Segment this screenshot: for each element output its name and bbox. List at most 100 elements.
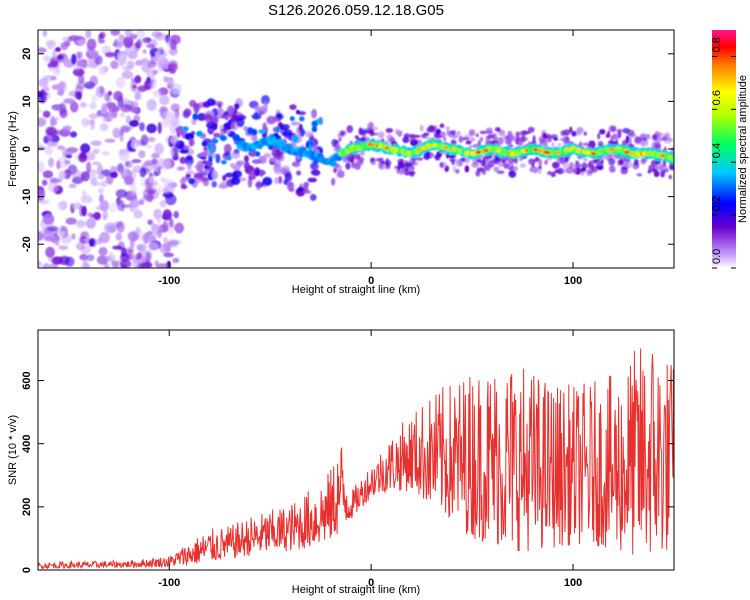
spectrogram-blob xyxy=(57,156,69,169)
spectrogram-blob xyxy=(139,122,145,132)
spectrogram-blob xyxy=(38,199,50,205)
spectrogram-blob xyxy=(38,145,46,151)
spectrogram-blob xyxy=(98,246,108,256)
spectrogram-blob xyxy=(576,148,581,152)
spectrogram-blob xyxy=(167,226,175,234)
spectrogram-blob xyxy=(522,130,528,136)
spectrogram-blob xyxy=(514,165,518,172)
spectrogram-blob xyxy=(126,253,132,261)
spectrogram-blob xyxy=(104,51,116,58)
spectrogram-blob xyxy=(142,49,147,54)
spectrogram-blob xyxy=(628,137,632,145)
spectrogram-blob xyxy=(452,148,457,152)
spectrogram-blob xyxy=(554,169,562,174)
spectrogram-blob xyxy=(47,180,59,193)
spectrogram-blob xyxy=(215,101,224,107)
spectrogram-blob xyxy=(553,137,558,141)
spectrogram-blob xyxy=(179,156,187,164)
spectrogram-blob xyxy=(57,201,67,211)
spectrogram-blob xyxy=(158,57,170,70)
spectrogram-blob xyxy=(487,134,495,139)
spectrogram-blob xyxy=(196,130,204,137)
snr-ticks: -100 0 100 0 200 400 600 xyxy=(21,330,674,589)
spectrogram-blob xyxy=(609,147,615,151)
spectrogram-blob xyxy=(127,230,140,242)
snr-frame xyxy=(37,329,675,571)
spectrogram-blob xyxy=(170,83,182,95)
snr-xtick-label: 0 xyxy=(368,577,374,589)
spectrogram-blob xyxy=(307,177,318,183)
spectrogram-blob xyxy=(120,264,127,268)
spectrogram-blob xyxy=(309,193,317,201)
spectrogram-blob xyxy=(624,150,630,154)
spectrogram-blob xyxy=(607,130,611,138)
spectrogram-blob xyxy=(221,160,227,165)
spectrogram-blob xyxy=(203,145,208,151)
spectrogram-blob xyxy=(468,129,476,137)
spectrogram-blob xyxy=(68,183,77,189)
spectrogram-blob xyxy=(140,134,149,147)
spectrogram-blob xyxy=(106,102,117,107)
spectrogram-blob xyxy=(99,123,109,132)
spectrogram-blob xyxy=(124,30,133,38)
spectrogram-blob xyxy=(585,150,591,155)
snr-ytick-label: 0 xyxy=(21,567,33,573)
spectrogram-blob xyxy=(519,163,527,168)
spectrogram-blob xyxy=(223,122,233,131)
spectrogram-blob xyxy=(354,135,359,140)
spectrogram-blob xyxy=(394,165,398,170)
spectrogram-blob xyxy=(46,225,59,232)
spectrogram-blob xyxy=(419,125,424,132)
spectrogram-blob xyxy=(370,142,375,147)
spectrogram-blob xyxy=(652,134,657,142)
spectrogram-blob xyxy=(663,140,671,144)
spectrogram-blob xyxy=(308,144,313,152)
spectrogram-blob xyxy=(131,159,142,164)
spectrogram-blob xyxy=(104,222,116,234)
spectrogram-blob xyxy=(157,122,162,134)
spectrogram-blob xyxy=(189,138,195,147)
spectrogram-blob xyxy=(378,163,386,171)
snr-xlabel: Height of straight line (km) xyxy=(292,584,420,596)
spectrogram-blob xyxy=(591,165,598,173)
spectrogram-blob xyxy=(64,159,71,165)
spectrogram-blob xyxy=(303,183,309,191)
spectrogram-xtick-label: 0 xyxy=(368,275,374,287)
spectrogram-blob xyxy=(185,173,191,179)
spectrogram-blob xyxy=(456,131,461,136)
spectrogram-blob xyxy=(384,146,390,150)
spectrogram-blob xyxy=(468,145,473,149)
spectrogram-blob xyxy=(44,236,55,242)
spectrogram-blob xyxy=(303,189,312,194)
spectrogram-blob xyxy=(443,136,447,142)
spectrogram-blob xyxy=(136,252,142,260)
spectrogram-blob xyxy=(58,81,66,90)
spectrogram-blob xyxy=(281,132,292,137)
spectrogram-blob xyxy=(531,162,535,168)
spectrogram-blob xyxy=(600,159,604,164)
spectrogram-blob xyxy=(236,160,246,166)
spectrogram-blob xyxy=(496,170,505,175)
spectrogram-blob xyxy=(278,175,283,184)
spectrogram-blob xyxy=(159,200,167,208)
spectrogram-blob xyxy=(130,80,138,93)
spectrogram-blob xyxy=(89,102,97,110)
colorbar: 0.0 0.2 0.4 0.6 0.8 Normalized spectral ampl… xyxy=(711,30,749,269)
spectrogram-blob xyxy=(163,252,175,258)
spectrogram-ytick-label: 10 xyxy=(21,95,33,107)
spectrogram-blob xyxy=(557,142,562,148)
spectrogram-blob xyxy=(367,122,374,131)
spectrogram-blob xyxy=(85,217,97,229)
spectrogram-blob xyxy=(90,50,99,60)
spectrogram-blob xyxy=(641,152,647,156)
spectrogram-blob xyxy=(667,137,673,142)
spectrogram-blob xyxy=(188,177,196,185)
spectrogram-blob xyxy=(626,129,635,136)
spectrogram-blob xyxy=(146,43,156,49)
spectrogram-blob xyxy=(311,126,318,133)
spectrogram-blob xyxy=(658,163,664,171)
spectrogram-blob xyxy=(169,38,177,50)
spectrogram-blob xyxy=(86,38,97,51)
spectrogram-blob xyxy=(91,94,98,103)
spectrogram-blob xyxy=(141,58,149,64)
